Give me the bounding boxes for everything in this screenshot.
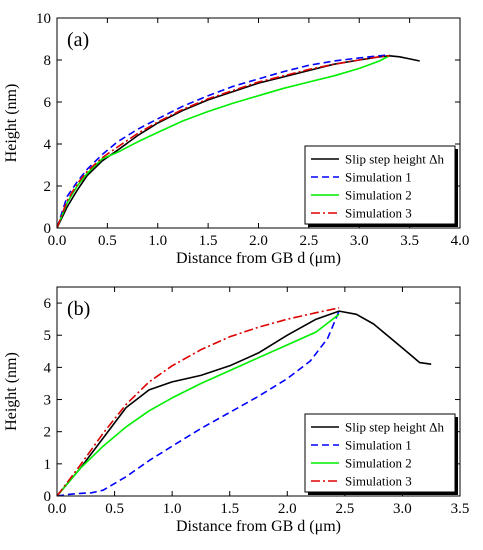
x-tick-label: 3.0 <box>393 501 412 517</box>
y-tick-label: 4 <box>44 360 52 376</box>
x-tick-label: 1.0 <box>148 233 167 249</box>
x-tick-label: 0.5 <box>105 501 124 517</box>
x-axis-label: Distance from GB d (μm) <box>176 250 341 267</box>
x-tick-label: 2.5 <box>300 233 319 249</box>
series-line-4 <box>57 55 390 228</box>
y-tick-label: 3 <box>44 393 52 409</box>
legend-label-2: Simulation 1 <box>345 438 412 453</box>
x-tick-label: 2.5 <box>335 501 354 517</box>
legend-label-4: Simulation 3 <box>345 474 412 489</box>
plot-area <box>57 307 432 496</box>
series-line-3 <box>57 55 390 228</box>
y-tick-label: 6 <box>44 95 52 111</box>
legend-label-3: Simulation 2 <box>345 188 412 203</box>
y-tick-label: 6 <box>44 296 52 312</box>
x-tick-label: 3.0 <box>350 233 369 249</box>
series-line-2 <box>57 54 390 228</box>
y-tick-label: 1 <box>44 457 52 473</box>
legend-label-1: Slip step height Δh <box>345 420 444 435</box>
series-line-2 <box>57 310 340 496</box>
y-tick-label: 0 <box>44 221 52 237</box>
x-tick-label: 3.5 <box>451 501 470 517</box>
x-axis-label: Distance from GB d (μm) <box>176 518 341 535</box>
legend: Slip step height Δh Simulation 1 Simulatio… <box>304 413 458 495</box>
series-line-1 <box>57 310 432 496</box>
plot-area <box>57 54 420 228</box>
panel-label: (a) <box>67 29 89 51</box>
x-tick-label: 0.5 <box>98 233 117 249</box>
legend-label-3: Simulation 2 <box>345 456 412 471</box>
x-tick-label: 2.0 <box>278 501 297 517</box>
x-tick-label: 1.5 <box>199 233 218 249</box>
y-axis-label: Height (nm) <box>3 352 20 431</box>
legend-label-2: Simulation 1 <box>345 170 412 185</box>
y-tick-label: 10 <box>36 11 51 27</box>
legend-label-4: Simulation 3 <box>345 206 412 221</box>
x-tick-label: 0.0 <box>48 501 67 517</box>
y-axis-label: Height (nm) <box>3 84 20 163</box>
x-tick-label: 0.0 <box>48 233 67 249</box>
x-tick-label: 3.5 <box>400 233 419 249</box>
x-tick-label: 1.5 <box>220 501 239 517</box>
y-tick-label: 4 <box>44 137 52 153</box>
x-tick-label: 4.0 <box>451 233 470 249</box>
chart-panel-2: 0.0 0.5 1.0 1.5 2.0 2.5 3.0 3.5 0 1 2 3 4 5 6 Distance … <box>3 286 470 535</box>
x-tick-label: 1.0 <box>163 501 182 517</box>
x-tick-label: 2.0 <box>249 233 268 249</box>
y-tick-label: 8 <box>44 53 52 69</box>
y-tick-label: 5 <box>44 328 52 344</box>
legend-label-1: Slip step height Δh <box>345 152 444 167</box>
y-tick-label: 2 <box>44 179 52 195</box>
chart-panel-1: 0.0 0.5 1.0 1.5 2.0 2.5 3.0 3.5 4.0 0 2 4 6 8 10 Distan… <box>3 11 469 267</box>
series-line-3 <box>57 313 340 496</box>
y-tick-label: 0 <box>44 489 52 505</box>
y-tick-label: 2 <box>44 425 52 441</box>
legend: Slip step height Δh Simulation 1 Simulatio… <box>304 145 458 227</box>
series-line-4 <box>57 307 340 496</box>
panel-label: (b) <box>67 298 90 320</box>
series-line-1 <box>57 54 420 228</box>
axes-frame <box>56 286 461 497</box>
